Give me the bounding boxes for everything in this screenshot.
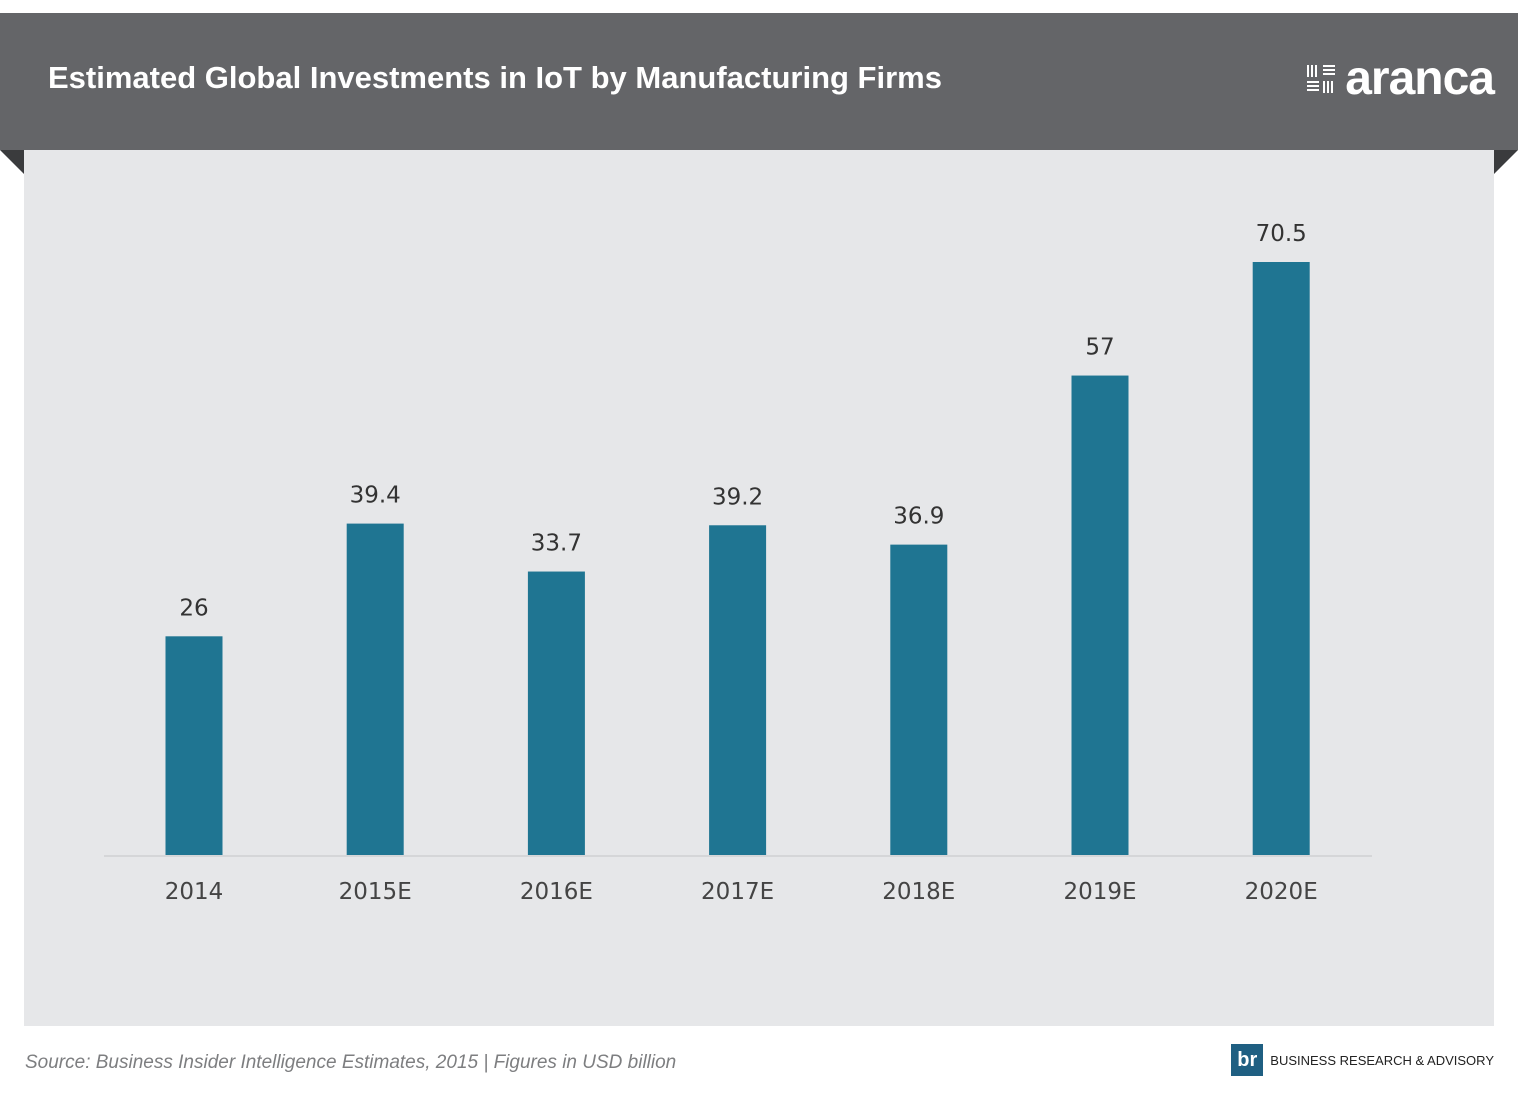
x-tick-label: 2018E — [882, 879, 955, 905]
chart-panel: 26 2014 39.4 2015E 33.7 2016E 39.2 2017E 36.9 201… — [24, 150, 1494, 1026]
data-label-2018E: 36.9 — [893, 504, 944, 530]
data-label-2016E: 33.7 — [531, 531, 582, 557]
x-tick-label: 2016E — [520, 879, 593, 905]
banner-fold-right — [1494, 150, 1518, 174]
chart-title: Estimated Global Investments in IoT by M… — [48, 60, 942, 95]
bar-2019E — [1071, 375, 1129, 855]
bar-2015E — [346, 523, 404, 855]
x-tick-label: 2014 — [165, 879, 224, 905]
bar-2014 — [165, 636, 223, 855]
aranca-mark-icon — [1307, 65, 1336, 93]
aranca-logo-text: aranca — [1345, 52, 1495, 105]
data-label-2020E: 70.5 — [1256, 221, 1307, 247]
x-tick-label: 2015E — [339, 879, 412, 905]
bar-2017E — [709, 525, 767, 855]
br-brand-text: BUSINESS RESEARCH & ADVISORY — [1270, 1052, 1494, 1068]
data-label-2017E: 39.2 — [712, 484, 763, 510]
bar-2016E — [527, 571, 585, 855]
x-tick-label: 2020E — [1245, 879, 1318, 905]
data-label-2015E: 39.4 — [350, 483, 401, 509]
br-logo-icon: br — [1231, 1044, 1264, 1076]
bar-chart: 26 2014 39.4 2015E 33.7 2016E 39.2 2017E 36.9 201… — [104, 221, 1372, 905]
source-note: Source: Business Insider Intelligence Es… — [25, 1052, 677, 1073]
data-label-2014: 26 — [179, 595, 208, 621]
banner-fold-left — [0, 150, 24, 174]
data-label-2019E: 57 — [1085, 335, 1114, 361]
aranca-logo: aranca — [1305, 52, 1495, 105]
bar-2018E — [890, 544, 948, 855]
x-tick-label: 2019E — [1063, 879, 1136, 905]
title-banner: Estimated Global Investments in IoT by M… — [0, 13, 1518, 150]
x-tick-label: 2017E — [701, 879, 774, 905]
br-brand: br BUSINESS RESEARCH & ADVISORY — [1231, 1044, 1494, 1076]
bar-2020E — [1252, 262, 1310, 855]
